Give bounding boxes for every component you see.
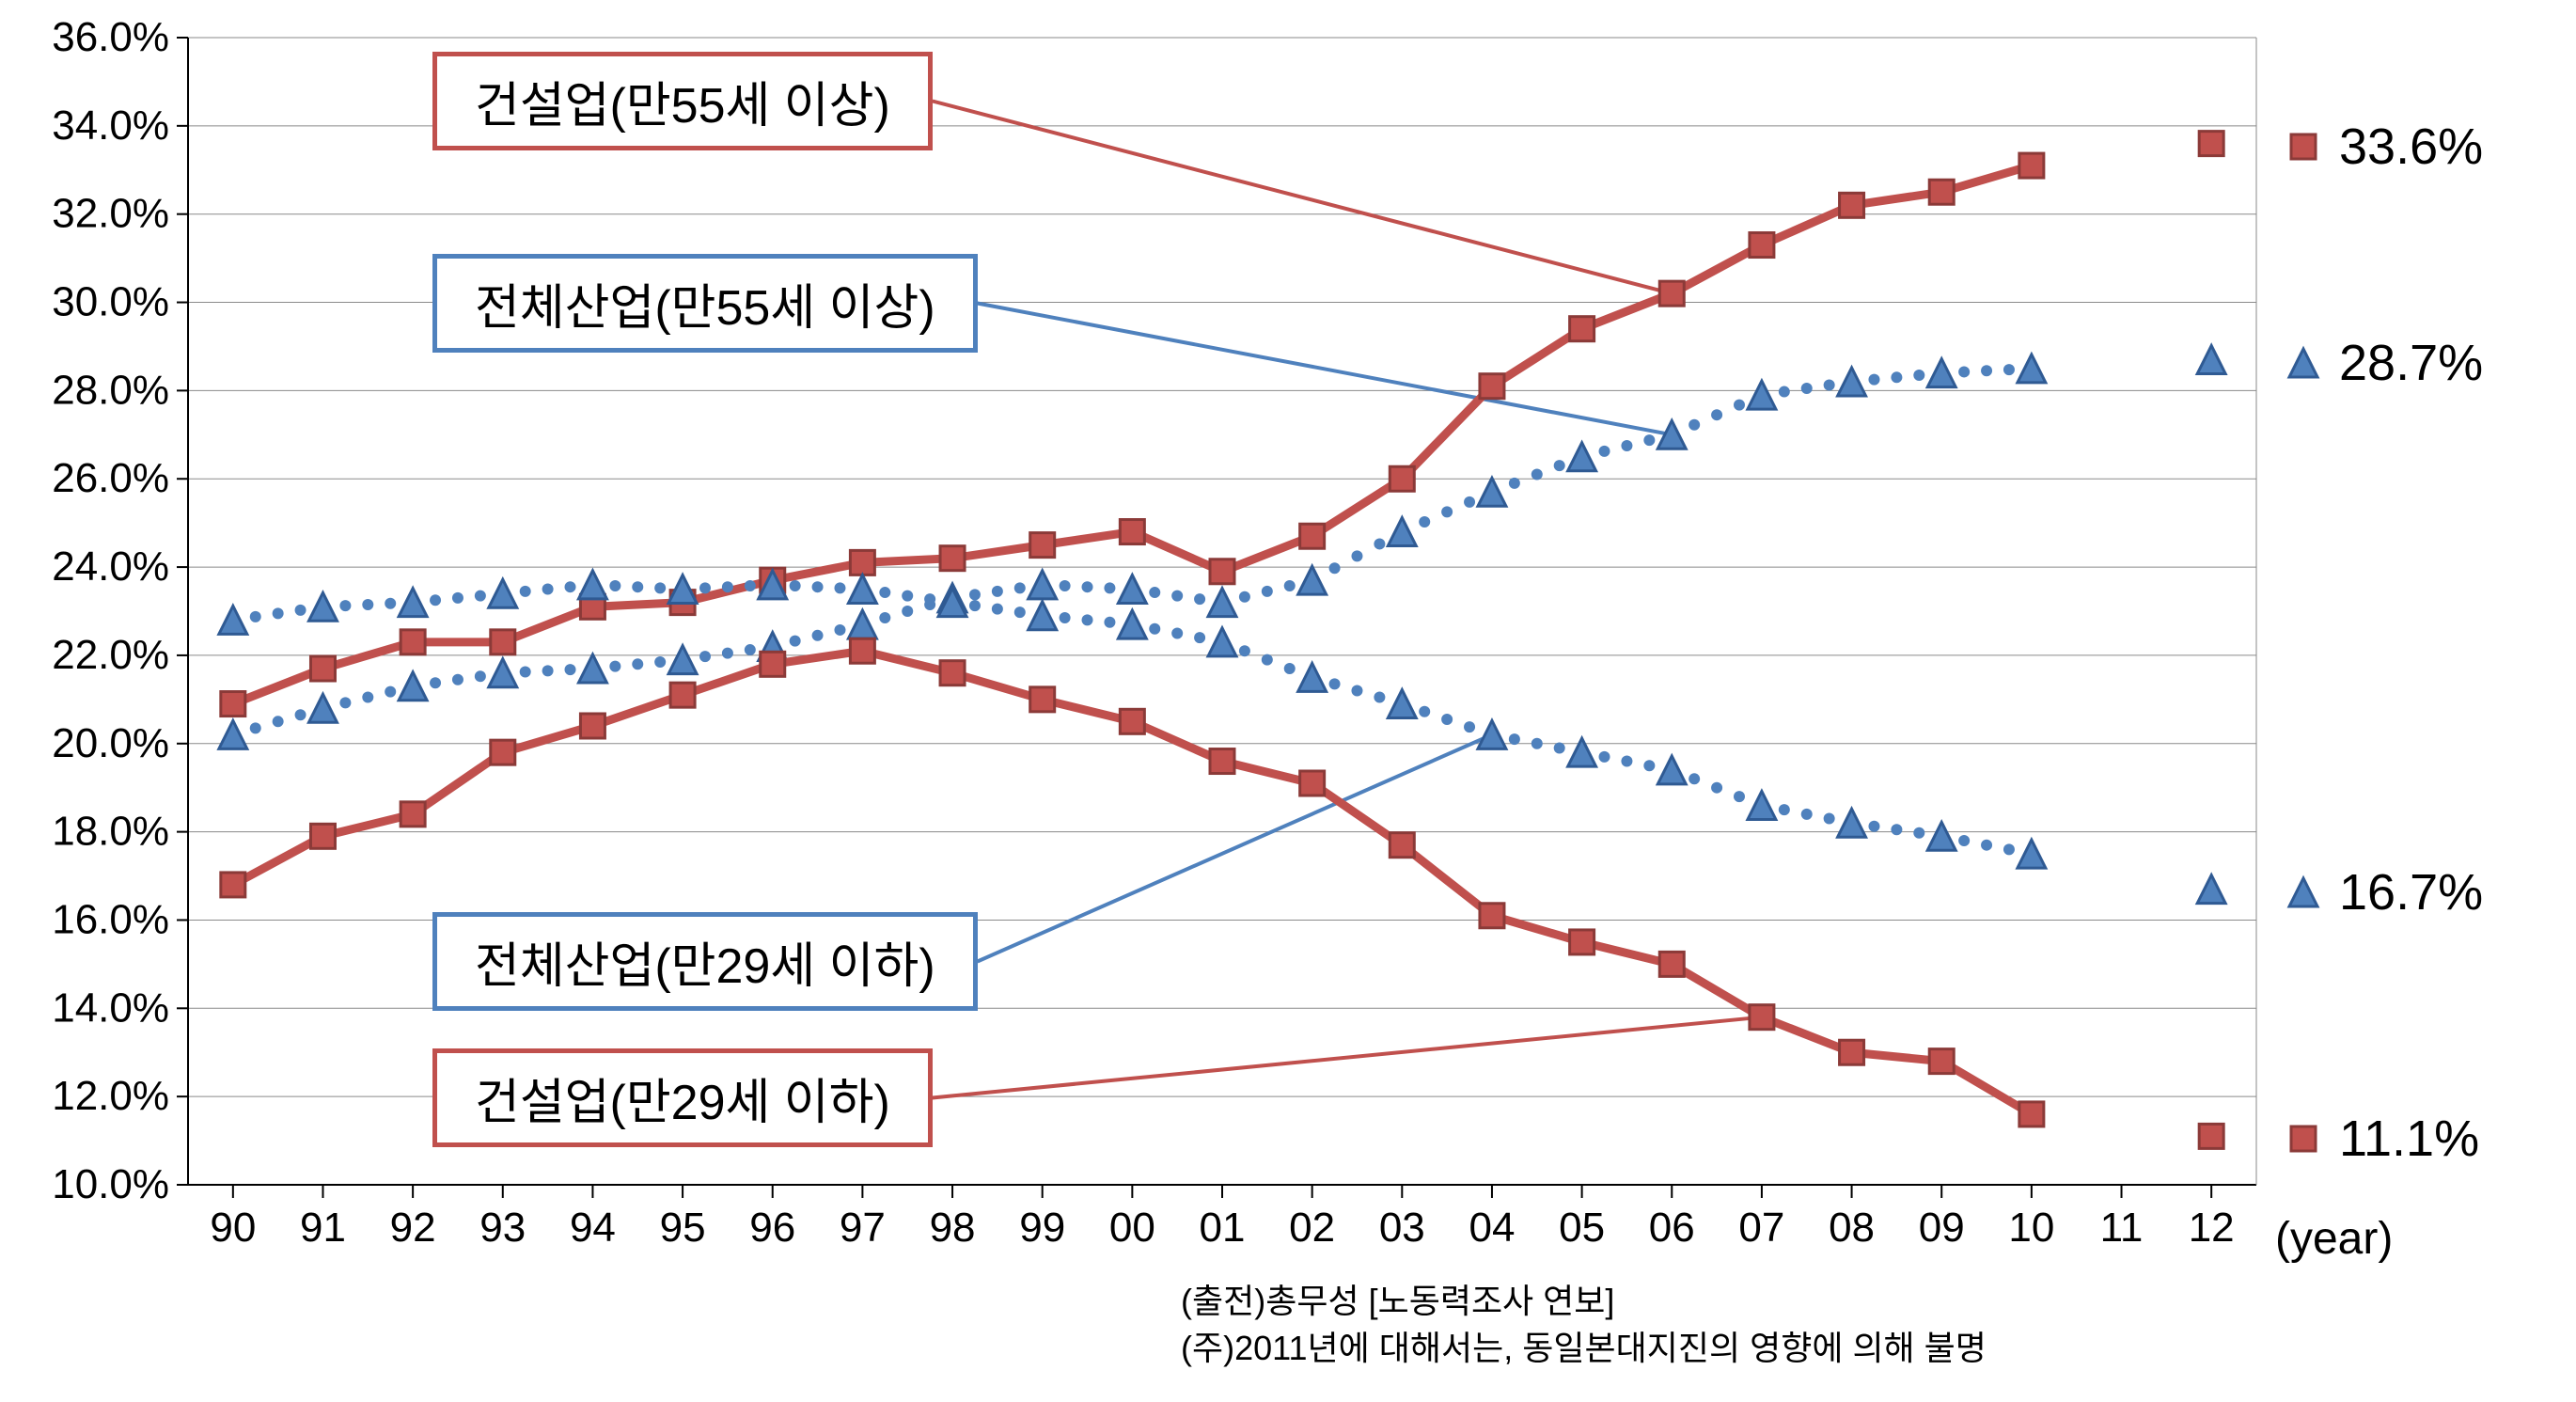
svg-text:94: 94	[570, 1205, 616, 1251]
svg-text:22.0%: 22.0%	[52, 632, 169, 678]
svg-text:96: 96	[749, 1205, 795, 1251]
svg-text:12.0%: 12.0%	[52, 1073, 169, 1119]
series-end-value: 28.7%	[2339, 334, 2483, 392]
svg-text:32.0%: 32.0%	[52, 191, 169, 237]
svg-text:11: 11	[2100, 1205, 2144, 1251]
series-end-label-0: 33.6%	[2285, 118, 2483, 176]
series-end-label-2: 16.7%	[2285, 863, 2483, 922]
svg-text:99: 99	[1019, 1205, 1065, 1251]
svg-text:98: 98	[930, 1205, 976, 1251]
svg-text:14.0%: 14.0%	[52, 985, 169, 1031]
svg-text:20.0%: 20.0%	[52, 720, 169, 766]
footnote-source: (출전)총무성 [노동력조사 연보]	[1181, 1274, 1614, 1323]
svg-text:26.0%: 26.0%	[52, 455, 169, 501]
svg-text:91: 91	[300, 1205, 346, 1251]
svg-text:90: 90	[210, 1205, 256, 1251]
legend-label: 전체산업(만55세 이상)	[475, 268, 935, 339]
svg-text:05: 05	[1559, 1205, 1605, 1251]
chart-svg: 10.0% 12.0% 14.0% 16.0% 18.0% 20.0% 22.0% 24.0%…	[0, 0, 2576, 1402]
svg-text:02: 02	[1289, 1205, 1335, 1251]
legend-construction-over55: 건설업(만55세 이상)	[432, 52, 933, 150]
legend-allindustry-over55: 전체산업(만55세 이상)	[432, 254, 978, 353]
legend-label: 전체산업(만29세 이하)	[475, 926, 935, 997]
svg-text:03: 03	[1379, 1205, 1425, 1251]
series-end-label-1: 28.7%	[2285, 334, 2483, 392]
svg-text:16.0%: 16.0%	[52, 896, 169, 942]
svg-text:01: 01	[1200, 1205, 1246, 1251]
series-end-label-3: 11.1%	[2285, 1110, 2479, 1168]
svg-text:95: 95	[660, 1205, 706, 1251]
series-end-value: 16.7%	[2339, 863, 2483, 922]
svg-text:34.0%: 34.0%	[52, 102, 169, 149]
series-end-value: 11.1%	[2339, 1110, 2479, 1168]
footnote-note: (주)2011년에 대해서는, 동일본대지진의 영향에 의해 불명	[1181, 1321, 1987, 1370]
legend-construction-under29: 건설업(만29세 이하)	[432, 1048, 933, 1147]
svg-text:18.0%: 18.0%	[52, 809, 169, 855]
chart-container: 10.0% 12.0% 14.0% 16.0% 18.0% 20.0% 22.0% 24.0%…	[0, 0, 2576, 1402]
svg-text:10.0%: 10.0%	[52, 1161, 169, 1207]
svg-text:06: 06	[1649, 1205, 1695, 1251]
svg-text:36.0%: 36.0%	[52, 14, 169, 60]
svg-text:30.0%: 30.0%	[52, 279, 169, 325]
svg-text:24.0%: 24.0%	[52, 543, 169, 590]
svg-text:10: 10	[2008, 1205, 2054, 1251]
svg-text:12: 12	[2189, 1205, 2235, 1251]
x-axis-unit: (year)	[2275, 1213, 2393, 1265]
legend-label: 건설업(만55세 이상)	[475, 66, 890, 136]
svg-text:08: 08	[1829, 1205, 1875, 1251]
legend-allindustry-under29: 전체산업(만29세 이하)	[432, 912, 978, 1011]
svg-text:28.0%: 28.0%	[52, 367, 169, 413]
svg-text:00: 00	[1109, 1205, 1155, 1251]
svg-text:07: 07	[1738, 1205, 1784, 1251]
svg-text:97: 97	[840, 1205, 886, 1251]
svg-text:92: 92	[390, 1205, 436, 1251]
series-end-value: 33.6%	[2339, 118, 2483, 176]
legend-label: 건설업(만29세 이하)	[475, 1063, 890, 1133]
svg-text:09: 09	[1919, 1205, 1965, 1251]
svg-text:04: 04	[1469, 1205, 1515, 1251]
svg-text:93: 93	[479, 1205, 526, 1251]
